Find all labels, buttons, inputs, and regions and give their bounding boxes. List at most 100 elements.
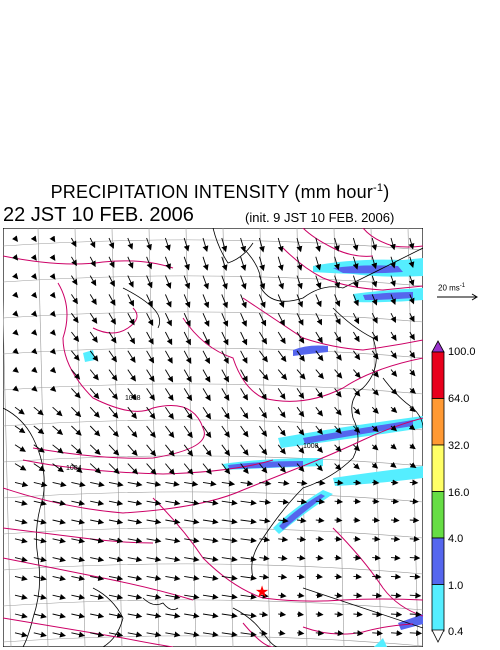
wind-vector xyxy=(184,518,200,525)
wind-vector xyxy=(11,235,18,242)
wind-vector xyxy=(71,406,82,418)
wind-vector xyxy=(334,535,342,542)
isobar xyxy=(242,297,423,351)
wind-vector xyxy=(146,312,154,326)
wind-vector xyxy=(259,406,267,419)
latitude-line xyxy=(3,563,423,575)
wind-vector xyxy=(108,481,124,488)
precip-region xyxy=(333,265,403,274)
isobar xyxy=(92,307,138,334)
wind-vector xyxy=(127,388,137,401)
wind-vector xyxy=(183,237,190,252)
wind-vector xyxy=(90,537,105,544)
wind-vector xyxy=(408,256,415,268)
wind-vector xyxy=(127,612,143,619)
wind-vector xyxy=(334,592,343,599)
wind-vector xyxy=(70,237,77,248)
wind-vector xyxy=(240,444,249,456)
wind-vector xyxy=(390,498,400,505)
wind-vector xyxy=(315,479,326,486)
wind-vector xyxy=(127,537,143,544)
wind-vector xyxy=(89,312,98,324)
wind-vector xyxy=(146,575,162,581)
wind-vector xyxy=(296,294,303,308)
wind-vector xyxy=(277,312,285,327)
wind-vector xyxy=(127,425,138,438)
isobar xyxy=(32,282,205,459)
wind-vector xyxy=(315,369,324,380)
wind-vector xyxy=(390,331,397,342)
wind-vector xyxy=(353,388,361,397)
wind-vector xyxy=(33,500,47,506)
wind-vector xyxy=(278,630,286,636)
wind-vector xyxy=(371,444,379,451)
wind-vector xyxy=(372,535,381,542)
wind-vector xyxy=(71,275,78,286)
colorbar-segment xyxy=(431,444,445,492)
latitude-line xyxy=(3,311,423,323)
wind-vector xyxy=(202,369,211,383)
wind-scale-label: 20 ms-1 xyxy=(438,283,466,293)
wind-vector xyxy=(127,350,136,363)
wind-vector xyxy=(108,537,124,544)
wind-vector xyxy=(146,593,162,600)
wind-vector xyxy=(240,275,247,290)
wind-vector xyxy=(259,463,268,474)
colorbar-label: 4.0 xyxy=(448,533,464,545)
wind-vector xyxy=(371,462,379,469)
wind-vector xyxy=(33,612,47,619)
wind-vector xyxy=(14,575,28,582)
wind-vector xyxy=(371,275,378,288)
wind-vector xyxy=(71,537,86,544)
wind-vector xyxy=(221,480,236,487)
wind-vector xyxy=(390,517,400,524)
wind-vector xyxy=(146,237,152,251)
wind-vector xyxy=(127,499,143,506)
wind-vector xyxy=(127,275,134,288)
wind-vector xyxy=(165,499,181,506)
wind-vector xyxy=(90,612,105,619)
wind-vector xyxy=(259,425,268,437)
wind-vector xyxy=(52,406,63,417)
wind-vector xyxy=(409,592,422,599)
wind-vector xyxy=(12,366,19,373)
wind-vector xyxy=(183,369,192,383)
wind-vector xyxy=(408,424,416,431)
wind-vector xyxy=(165,444,175,457)
wind-vector xyxy=(30,273,37,280)
wind-vector xyxy=(372,573,382,580)
wind-vector xyxy=(12,254,19,261)
wind-vector xyxy=(127,294,134,307)
wind-vector xyxy=(334,425,342,434)
wind-vector xyxy=(371,294,378,306)
wind-vector xyxy=(408,237,415,250)
wind-vector xyxy=(221,463,231,475)
wind-vector xyxy=(277,294,285,308)
wind-vector xyxy=(108,575,124,582)
isobar-label: 1008 xyxy=(125,395,141,402)
wind-vector xyxy=(278,592,287,599)
wind-vector xyxy=(334,388,342,398)
colorbar-label: 32.0 xyxy=(448,440,470,452)
wind-vector xyxy=(221,593,238,600)
wind-vector xyxy=(390,406,398,413)
wind-vector xyxy=(146,499,162,506)
wind-vector xyxy=(409,536,420,543)
wind-vector xyxy=(371,350,379,360)
wind-vector xyxy=(240,256,247,272)
wind-vector xyxy=(202,256,209,271)
wind-vector xyxy=(352,256,359,270)
wind-vector xyxy=(334,517,343,524)
wind-vector xyxy=(146,388,155,401)
wind-vector xyxy=(127,556,143,563)
subtitle-row: 22 JST 10 FEB. 2006 (init. 9 JST 10 FEB.… xyxy=(3,204,433,228)
wind-vector xyxy=(52,463,64,473)
wind-vector xyxy=(202,612,219,619)
wind-vector xyxy=(315,256,322,271)
wind-vector xyxy=(334,444,342,453)
wind-vector xyxy=(296,350,305,362)
wind-vector xyxy=(165,369,174,383)
wind-vector xyxy=(296,629,305,636)
wind-vector xyxy=(108,425,119,438)
wind-vector xyxy=(12,291,19,299)
